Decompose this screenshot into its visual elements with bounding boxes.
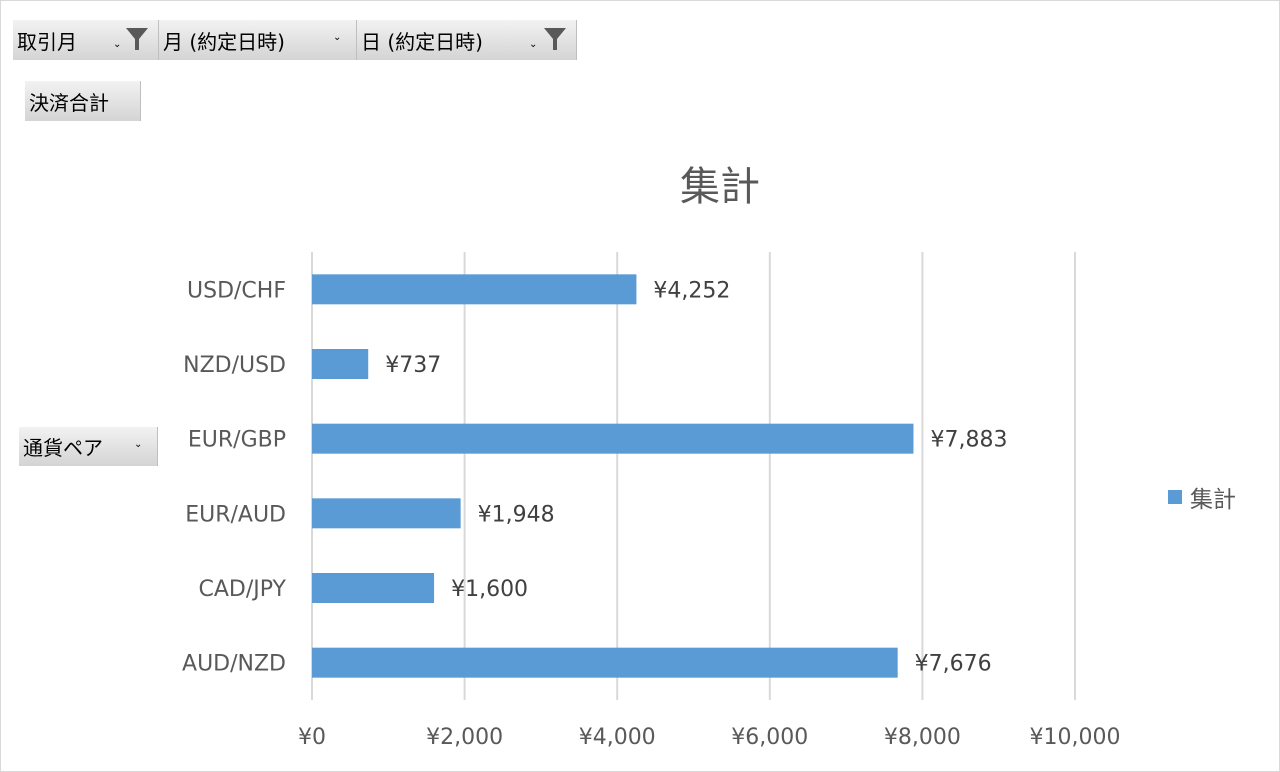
- data-label: ¥7,676: [915, 652, 992, 677]
- bar: [312, 423, 914, 454]
- legend-label: 集計: [1190, 487, 1236, 513]
- x-tick-label: ¥4,000: [579, 725, 656, 750]
- data-label: ¥7,883: [930, 428, 1007, 453]
- filter-button-contract-month[interactable]: 月 (約定日時) ⌄: [159, 20, 357, 60]
- bar: [312, 349, 369, 379]
- bar: [312, 498, 461, 529]
- chart-title: 集計: [680, 164, 760, 210]
- x-tick-label: ¥8,000: [884, 725, 961, 750]
- filter-funnel-icon: [544, 28, 566, 50]
- x-tick-label: ¥10,000: [1030, 725, 1121, 750]
- data-label: ¥737: [385, 353, 441, 378]
- chart-legend: 集計: [1168, 480, 1236, 514]
- value-field-button[interactable]: 決済合計: [25, 81, 141, 121]
- filter-button-torihiki-month[interactable]: 取引月 ⌄: [13, 20, 159, 60]
- data-label: ¥4,252: [653, 278, 730, 303]
- filter-funnel-icon: [126, 28, 148, 50]
- bar: [312, 573, 435, 603]
- y-category-label: NZD/USD: [183, 353, 286, 378]
- filter-button-label: 取引月: [17, 29, 77, 54]
- value-field-label: 決済合計: [29, 90, 109, 115]
- x-tick-label: ¥0: [298, 725, 326, 750]
- y-category-label: EUR/AUD: [185, 502, 286, 527]
- chevron-down-icon: ⌄: [134, 439, 143, 450]
- x-tick-label: ¥6,000: [731, 725, 808, 750]
- data-label: ¥1,948: [478, 502, 555, 527]
- chevron-down-icon: ⌄: [333, 32, 342, 43]
- axis-field-button[interactable]: 通貨ペア ⌄: [19, 427, 158, 466]
- x-tick-label: ¥2,000: [426, 725, 503, 750]
- filter-button-contract-day[interactable]: 日 (約定日時) ⌄: [357, 20, 577, 60]
- data-label: ¥1,600: [451, 577, 528, 602]
- axis-field-label: 通貨ペア: [23, 436, 103, 460]
- chevron-down-icon: ⌄: [529, 39, 538, 50]
- y-category-label: AUD/NZD: [182, 652, 286, 677]
- bar: [312, 647, 898, 678]
- y-category-label: USD/CHF: [187, 278, 286, 303]
- y-category-label: EUR/GBP: [188, 428, 286, 453]
- bar: [312, 274, 637, 305]
- chevron-down-icon: ⌄: [113, 39, 122, 50]
- y-category-label: CAD/JPY: [199, 577, 287, 602]
- legend-swatch: [1168, 490, 1182, 504]
- filter-button-label: 月 (約定日時): [163, 29, 285, 54]
- filter-button-label: 日 (約定日時): [361, 29, 483, 54]
